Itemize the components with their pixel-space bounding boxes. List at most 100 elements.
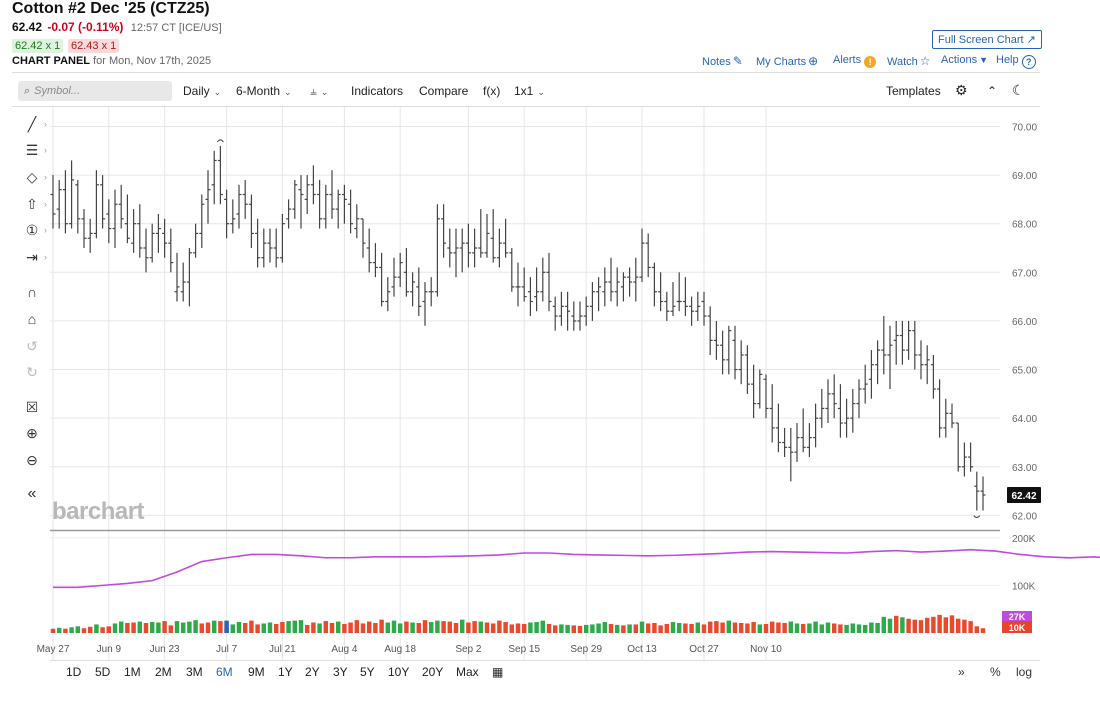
fx-button[interactable]: f(x) [483, 84, 501, 98]
compare-button[interactable]: Compare [419, 84, 469, 98]
shapes-tool-icon[interactable]: ◇ › [26, 169, 47, 185]
undo-icon[interactable]: ↺ [26, 338, 38, 354]
volume-bar [187, 621, 192, 633]
volume-bar [156, 622, 161, 633]
period-3m[interactable]: 3M [186, 665, 203, 679]
full-screen-chart-button[interactable]: Full Screen Chart ↗ [932, 30, 1042, 49]
annotation-tool-icon[interactable]: ① › [25, 222, 47, 238]
arrow-tool-icon[interactable]: ⇧ › [26, 196, 47, 212]
volume-bar [943, 617, 949, 633]
volume-bar [273, 623, 279, 633]
volume-bar [218, 621, 223, 633]
settings-gear-icon[interactable]: ⚙ [955, 82, 968, 98]
period-5y[interactable]: 5Y [360, 665, 375, 679]
zoom-in-icon[interactable]: ⊕ [26, 425, 38, 441]
calendar-icon[interactable]: ▦ [492, 665, 504, 679]
price-tick-label: 65.00 [1012, 366, 1037, 377]
period-2m[interactable]: 2M [155, 665, 172, 679]
volume-bar [720, 622, 725, 633]
volume-bar [292, 620, 298, 633]
volume-bar-highlight [224, 620, 229, 633]
zoom-out-icon[interactable]: ⊖ [26, 452, 38, 468]
interval-dropdown[interactable]: Daily ⌄ [183, 84, 221, 98]
volume-bar [881, 616, 887, 633]
period-9m[interactable]: 9M [248, 665, 265, 679]
volume-bar [949, 615, 955, 633]
volume-bar [807, 623, 812, 633]
volume-bar [521, 623, 527, 633]
trash-icon[interactable]: ☒ [25, 399, 39, 415]
last-price-label: 62.42 [1011, 491, 1036, 502]
volume-bar [484, 622, 490, 633]
interval-label: Daily [183, 84, 210, 98]
help-link[interactable]: Help ? [996, 54, 1036, 69]
my-charts-link[interactable]: My Charts ⊕ [756, 54, 818, 68]
actions-label: Actions [941, 54, 978, 66]
volume-bar [410, 622, 415, 633]
price-tick-label: 70.00 [1012, 122, 1037, 133]
templates-button[interactable]: Templates [886, 84, 941, 98]
x-tick-label: Sep 29 [570, 644, 602, 655]
volume-bar [298, 620, 304, 633]
period-10y[interactable]: 10Y [388, 665, 410, 679]
period-20y[interactable]: 20Y [422, 665, 444, 679]
alerts-link[interactable]: Alerts ! [833, 54, 877, 68]
period-1m[interactable]: 1M [124, 665, 141, 679]
last-price-label-bg [1007, 486, 1041, 503]
collapse-left-icon[interactable]: « [27, 485, 37, 502]
fibonacci-tool-icon[interactable]: ☰ › [25, 142, 47, 158]
volume-bar [205, 622, 211, 633]
period-2y[interactable]: 2Y [305, 665, 320, 679]
volume-bar [441, 621, 446, 633]
volume-bar [676, 623, 682, 633]
x-tick-label: Aug 4 [331, 644, 358, 655]
price-tick-label: 66.00 [1012, 317, 1037, 328]
volume-bar [453, 623, 459, 633]
symbol-search-input[interactable]: ⌕ Symbol... [18, 81, 172, 101]
period-6m[interactable]: 6M [216, 665, 233, 679]
measure-tool-icon[interactable]: ⇥ › [26, 249, 47, 265]
percent-toggle[interactable]: % [990, 665, 1001, 679]
volume-bar [627, 624, 632, 633]
collapse-up-icon[interactable]: ⌃ [987, 84, 998, 98]
chart-title: Cotton #2 Dec '25 (CTZ25) [12, 0, 210, 17]
period-max[interactable]: Max [456, 665, 479, 679]
layout-dropdown[interactable]: 1x1 ⌄ [514, 84, 545, 98]
volume-bar [466, 622, 471, 633]
indicators-button[interactable]: Indicators [351, 84, 404, 98]
dark-mode-moon-icon[interactable]: ☾ [1012, 82, 1025, 98]
watch-link[interactable]: Watch ☆ [887, 54, 931, 68]
expand-down-icon[interactable]: » [958, 665, 965, 679]
notes-link[interactable]: Notes ✎ [702, 54, 743, 68]
volume-bar [689, 623, 694, 633]
log-toggle[interactable]: log [1016, 665, 1033, 679]
volume-bar [831, 623, 837, 633]
magnet-icon[interactable]: ∩ [26, 284, 38, 300]
volume-bar [980, 628, 986, 633]
period-3y[interactable]: 3Y [333, 665, 348, 679]
volume-bar [267, 622, 273, 633]
range-dropdown[interactable]: 6-Month ⌄ [236, 84, 292, 98]
period-5d[interactable]: 5D [95, 665, 111, 679]
x-tick-label: Jul 21 [269, 644, 296, 655]
actions-menu[interactable]: Actions ▼ [941, 54, 988, 66]
price-tick-label: 63.00 [1012, 463, 1037, 474]
period-1d[interactable]: 1D [66, 665, 82, 679]
bar-type-dropdown[interactable]: ⫨ ⌄ [310, 84, 328, 99]
lock-icon[interactable]: ⌂ [27, 311, 37, 327]
volume-bar [63, 628, 68, 633]
volume-bar [819, 624, 825, 633]
trendline-tool-icon[interactable]: ╱ › [27, 116, 47, 132]
redo-icon[interactable]: ↻ [26, 364, 38, 380]
volume-bar [912, 619, 918, 633]
range-label: 6-Month [236, 84, 281, 98]
volume-bar [329, 623, 335, 633]
volume-bar [335, 621, 341, 633]
volume-bar [447, 621, 453, 633]
volume-bar [900, 617, 905, 633]
quote-line: 62.42 -0.07 (-0.11%) 12:57 CT [ICE/US] [12, 20, 222, 34]
period-1y[interactable]: 1Y [278, 665, 293, 679]
help-label: Help [996, 54, 1019, 66]
volume-bar [862, 624, 868, 633]
